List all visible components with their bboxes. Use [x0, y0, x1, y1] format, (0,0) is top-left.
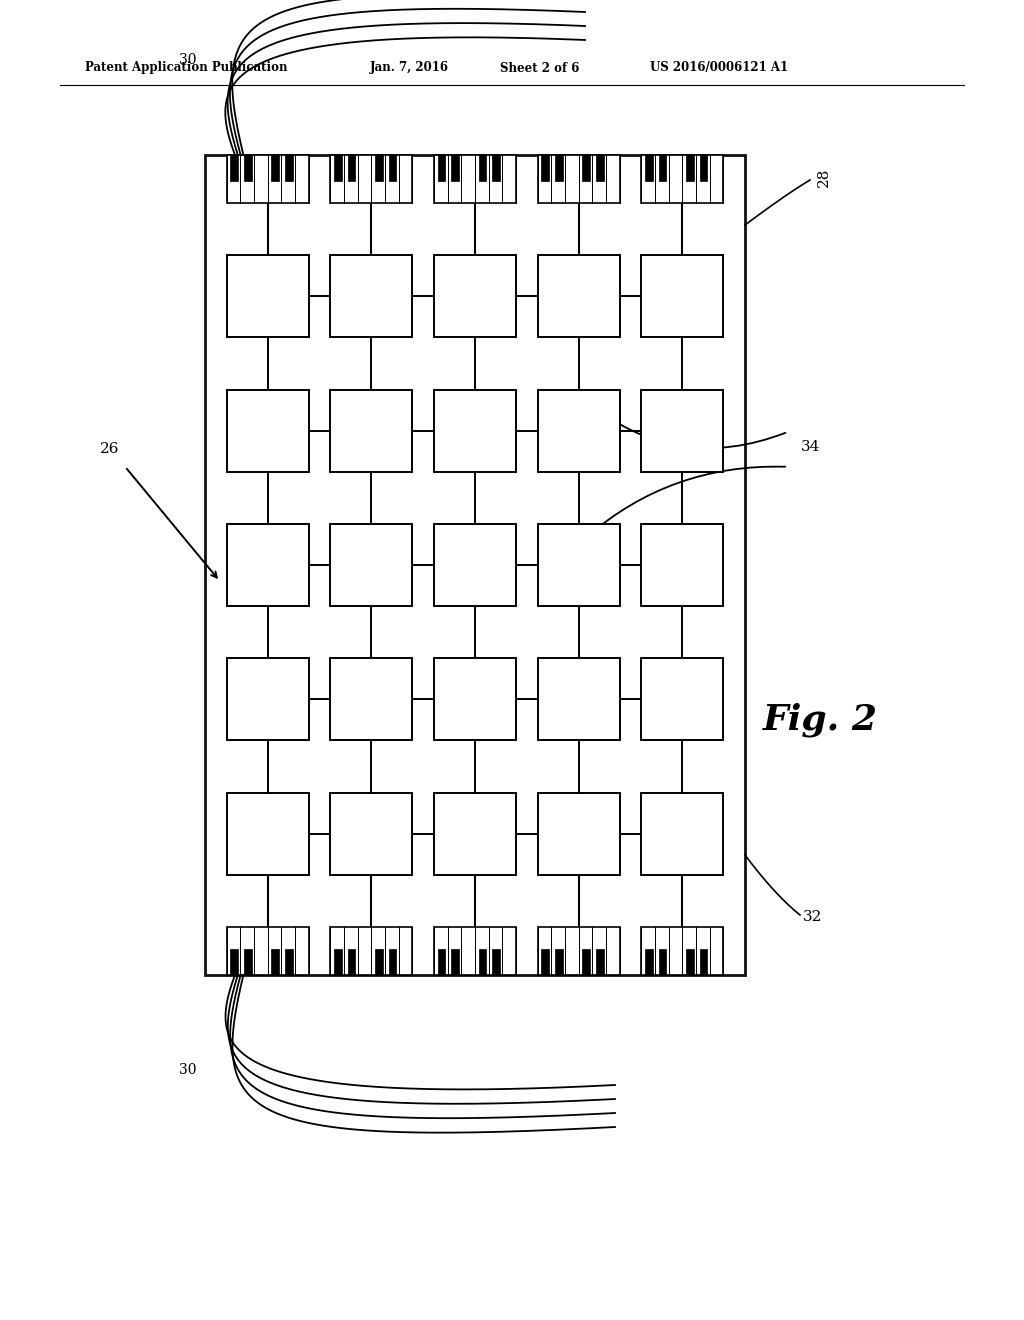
Text: 32: 32: [803, 909, 822, 924]
Bar: [686, 949, 693, 975]
Bar: [375, 949, 383, 975]
Bar: [331, 659, 413, 741]
Bar: [542, 154, 549, 181]
Bar: [205, 154, 745, 975]
Bar: [285, 949, 293, 975]
Bar: [285, 154, 293, 181]
Bar: [434, 659, 516, 741]
Bar: [244, 154, 252, 181]
Text: Jan. 7, 2016: Jan. 7, 2016: [370, 62, 449, 74]
Bar: [555, 949, 562, 975]
Bar: [331, 927, 413, 975]
Bar: [437, 949, 445, 975]
Bar: [699, 154, 708, 181]
Text: Fig. 2: Fig. 2: [763, 702, 878, 738]
Bar: [686, 154, 693, 181]
Bar: [434, 793, 516, 875]
Bar: [331, 389, 413, 471]
Bar: [331, 793, 413, 875]
Bar: [226, 927, 308, 975]
Bar: [226, 389, 308, 471]
Bar: [555, 154, 562, 181]
Bar: [538, 793, 620, 875]
Bar: [331, 255, 413, 338]
Bar: [389, 154, 396, 181]
Bar: [226, 524, 308, 606]
Bar: [699, 949, 708, 975]
Bar: [331, 524, 413, 606]
Bar: [434, 524, 516, 606]
Bar: [641, 927, 723, 975]
Bar: [348, 154, 355, 181]
Bar: [538, 927, 620, 975]
Bar: [434, 154, 516, 203]
Bar: [226, 659, 308, 741]
Bar: [375, 154, 383, 181]
Text: 34: 34: [801, 440, 820, 454]
Bar: [389, 949, 396, 975]
Bar: [658, 949, 667, 975]
Bar: [334, 949, 342, 975]
Bar: [244, 949, 252, 975]
Bar: [641, 659, 723, 741]
Bar: [641, 154, 723, 203]
Text: Patent Application Publication: Patent Application Publication: [85, 62, 288, 74]
Bar: [645, 154, 652, 181]
Bar: [538, 659, 620, 741]
Bar: [452, 949, 459, 975]
Bar: [434, 255, 516, 338]
Bar: [434, 927, 516, 975]
Bar: [226, 255, 308, 338]
Bar: [331, 154, 413, 203]
Bar: [641, 793, 723, 875]
Bar: [230, 949, 238, 975]
Bar: [658, 154, 667, 181]
Bar: [348, 949, 355, 975]
Bar: [271, 949, 279, 975]
Bar: [334, 154, 342, 181]
Bar: [493, 949, 500, 975]
Bar: [479, 949, 486, 975]
Text: 28: 28: [817, 168, 831, 186]
Bar: [452, 154, 459, 181]
Bar: [230, 154, 238, 181]
Bar: [493, 154, 500, 181]
Bar: [226, 154, 308, 203]
Bar: [645, 949, 652, 975]
Text: Sheet 2 of 6: Sheet 2 of 6: [500, 62, 580, 74]
Bar: [641, 524, 723, 606]
Text: 30: 30: [179, 1063, 197, 1077]
Bar: [437, 154, 445, 181]
Bar: [434, 389, 516, 471]
Text: 30: 30: [179, 53, 197, 67]
Bar: [596, 154, 603, 181]
Bar: [538, 389, 620, 471]
Bar: [641, 389, 723, 471]
Bar: [583, 154, 590, 181]
Bar: [538, 154, 620, 203]
Bar: [538, 524, 620, 606]
Bar: [583, 949, 590, 975]
Bar: [641, 255, 723, 338]
Bar: [538, 255, 620, 338]
Bar: [542, 949, 549, 975]
Text: 26: 26: [100, 442, 120, 455]
Bar: [271, 154, 279, 181]
Bar: [596, 949, 603, 975]
Text: US 2016/0006121 A1: US 2016/0006121 A1: [650, 62, 788, 74]
Bar: [479, 154, 486, 181]
Bar: [226, 793, 308, 875]
